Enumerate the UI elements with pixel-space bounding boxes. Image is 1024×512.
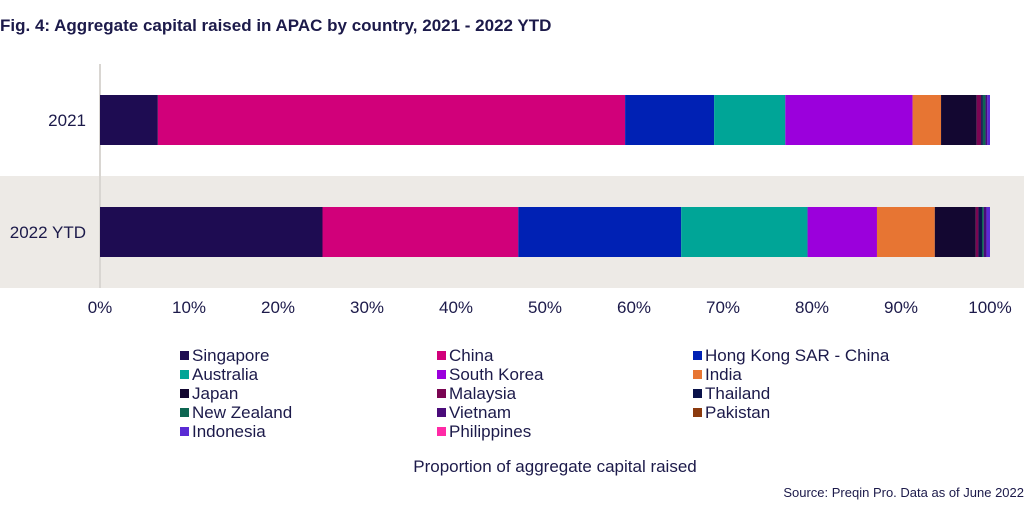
bar-2022-ytd-australia bbox=[681, 207, 808, 257]
legend-label: Hong Kong SAR - China bbox=[705, 345, 890, 365]
legend-item: India bbox=[693, 365, 742, 384]
legend-item: Japan bbox=[180, 384, 238, 403]
bar-2021-indonesia bbox=[987, 95, 990, 145]
legend-swatch bbox=[437, 408, 446, 417]
legend-item: South Korea bbox=[437, 365, 544, 384]
x-axis-label: Proportion of aggregate capital raised bbox=[413, 457, 697, 476]
x-tick-label: 100% bbox=[968, 298, 1011, 317]
bar-2021-thailand bbox=[981, 95, 983, 145]
legend-label: Indonesia bbox=[192, 421, 266, 441]
legend-item: Singapore bbox=[180, 346, 270, 365]
y-tick-label: 2021 bbox=[48, 111, 86, 130]
x-tick-label: 70% bbox=[706, 298, 740, 317]
source-note: Source: Preqin Pro. Data as of June 2022 bbox=[783, 485, 1024, 500]
legend-label: Vietnam bbox=[449, 402, 512, 422]
legend-item: Indonesia bbox=[180, 422, 266, 441]
bar-2022-ytd-thailand bbox=[978, 207, 982, 257]
x-tick-label: 40% bbox=[439, 298, 473, 317]
legend-label: Australia bbox=[192, 364, 259, 384]
legend-swatch bbox=[693, 408, 702, 417]
y-tick-label: 2022 YTD bbox=[10, 223, 86, 242]
legend-label: New Zealand bbox=[192, 402, 293, 422]
legend-label: South Korea bbox=[449, 364, 544, 384]
legend-label: Thailand bbox=[705, 383, 771, 403]
bar-2022-ytd-hong-kong-sar-china bbox=[518, 207, 682, 257]
x-tick-label: 20% bbox=[261, 298, 295, 317]
bar-2021-new-zealand bbox=[982, 95, 986, 145]
bar-2021-japan bbox=[941, 95, 977, 145]
legend-swatch bbox=[693, 351, 702, 360]
x-tick-label: 90% bbox=[884, 298, 918, 317]
legend-label: Singapore bbox=[192, 345, 270, 365]
legend-swatch bbox=[693, 370, 702, 379]
legend-label: India bbox=[705, 364, 742, 384]
bar-2021-india bbox=[912, 95, 942, 145]
stacked-bar-chart: 2021 2022 YTD 0% 10% 20% 30% 40% 50% 60% 70% 80% 90… bbox=[0, 64, 1024, 317]
legend-swatch bbox=[437, 427, 446, 436]
bar-2022-ytd-new-zealand bbox=[981, 207, 984, 257]
bar-2022-ytd-china bbox=[322, 207, 519, 257]
bar-2022-ytd-india bbox=[876, 207, 935, 257]
bar-2022-ytd-malaysia bbox=[975, 207, 979, 257]
legend-item: China bbox=[437, 346, 493, 365]
chart-title: Fig. 4: Aggregate capital raised in APAC… bbox=[0, 16, 552, 35]
legend-swatch bbox=[437, 351, 446, 360]
x-tick-label: 0% bbox=[88, 298, 113, 317]
legend-label: Philippines bbox=[449, 421, 532, 441]
legend-item: Philippines bbox=[437, 422, 531, 441]
legend-item: Australia bbox=[180, 365, 258, 384]
legend-label: China bbox=[449, 345, 494, 365]
legend-swatch bbox=[180, 408, 189, 417]
legend-swatch bbox=[180, 370, 189, 379]
bar-2021-malaysia bbox=[976, 95, 982, 145]
legend-swatch bbox=[180, 389, 189, 398]
bar-2022-ytd-vietnam bbox=[983, 207, 987, 257]
legend-item: Pakistan bbox=[693, 403, 770, 422]
bar-2022-ytd-singapore bbox=[100, 207, 323, 257]
x-tick-label: 60% bbox=[617, 298, 651, 317]
legend-label: Malaysia bbox=[449, 383, 517, 403]
bar-2021-hong-kong-sar-china bbox=[625, 95, 715, 145]
bar-2021-south-korea bbox=[785, 95, 913, 145]
legend-item: Hong Kong SAR - China bbox=[693, 346, 889, 365]
bar-2022-ytd-indonesia bbox=[986, 207, 990, 257]
bar-2021-australia bbox=[714, 95, 786, 145]
bar-2022-ytd-south-korea bbox=[807, 207, 877, 257]
legend-item: Vietnam bbox=[437, 403, 511, 422]
bar-2021-vietnam bbox=[985, 95, 988, 145]
x-tick-label: 10% bbox=[172, 298, 206, 317]
legend-swatch bbox=[693, 389, 702, 398]
legend-label: Pakistan bbox=[705, 402, 771, 422]
x-tick-label: 50% bbox=[528, 298, 562, 317]
legend-swatch bbox=[437, 370, 446, 379]
legend-swatch bbox=[437, 389, 446, 398]
legend-item: New Zealand bbox=[180, 403, 292, 422]
legend-item: Thailand bbox=[693, 384, 770, 403]
legend-label: Japan bbox=[192, 383, 239, 403]
bar-2021-china bbox=[157, 95, 626, 145]
x-tick-label: 30% bbox=[350, 298, 384, 317]
bar-2021-singapore bbox=[100, 95, 158, 145]
bar-2022-ytd-japan bbox=[934, 207, 976, 257]
legend-swatch bbox=[180, 351, 189, 360]
legend-swatch bbox=[180, 427, 189, 436]
x-tick-label: 80% bbox=[795, 298, 829, 317]
legend-item: Malaysia bbox=[437, 384, 516, 403]
